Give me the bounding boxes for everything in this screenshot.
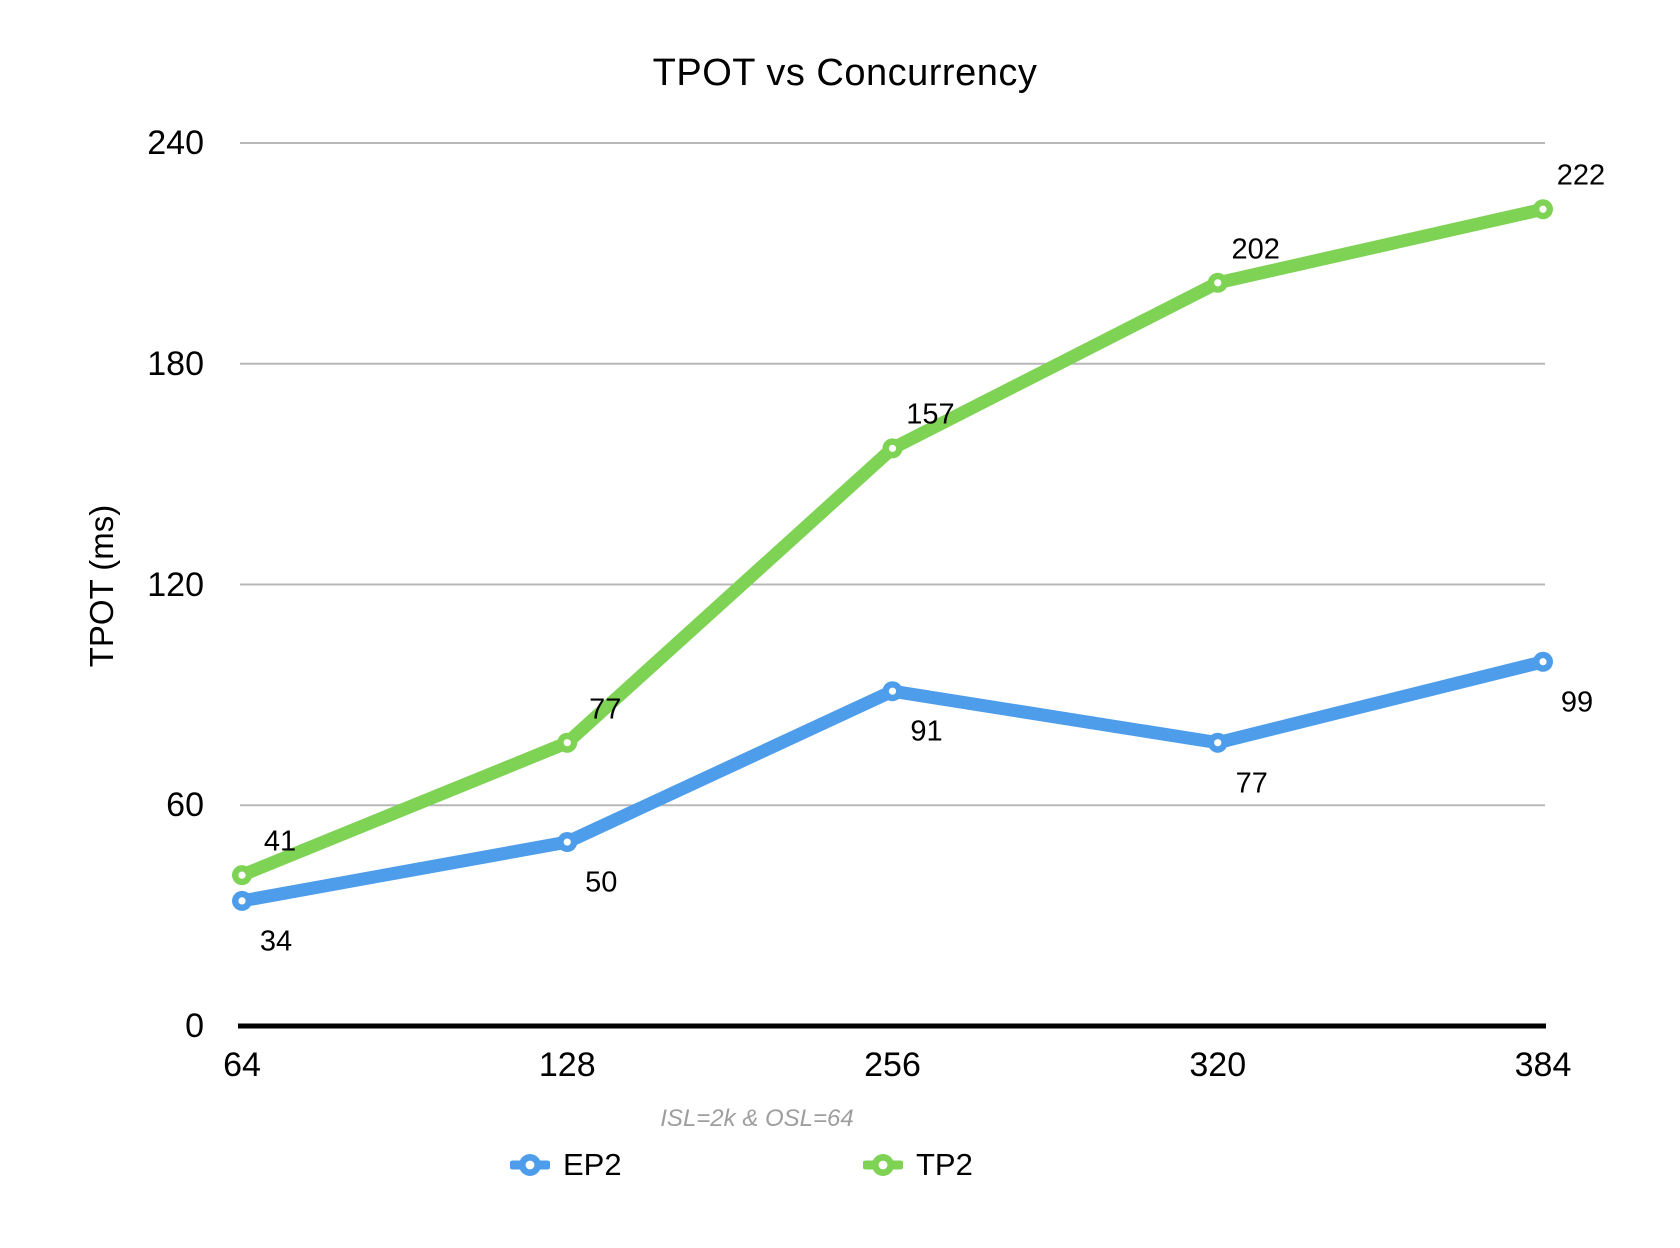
legend-item-ep2: EP2 (510, 1147, 622, 1182)
data-point-marker-center-ep2-0 (238, 897, 246, 905)
data-label-ep2-4: 99 (1560, 686, 1594, 719)
data-point-marker-center-ep2-1 (563, 838, 571, 846)
data-label-ep2-1: 50 (585, 866, 618, 899)
y-tick-label-180: 180 (147, 344, 204, 383)
x-tick-label-256: 256 (864, 1046, 921, 1084)
data-label-tp2-0: 41 (263, 825, 297, 858)
y-tick-label-60: 60 (166, 786, 204, 825)
data-point-marker-center-tp2-1 (563, 739, 571, 747)
data-point-marker-center-tp2-4 (1539, 205, 1547, 213)
data-point-marker-center-ep2-2 (888, 687, 897, 695)
data-point-marker-center-tp2-2 (888, 444, 897, 452)
data-label-tp2-2: 157 (906, 398, 955, 431)
x-tick-label-320: 320 (1189, 1046, 1247, 1084)
data-label-tp2-4: 222 (1556, 159, 1606, 192)
data-label-ep2-2: 91 (910, 715, 943, 748)
data-point-marker-center-tp2-3 (1214, 279, 1222, 287)
series-line-tp2 (235, 202, 1550, 882)
data-point-marker-center-ep2-3 (1214, 739, 1222, 747)
data-label-ep2-3: 77 (1235, 767, 1268, 800)
data-label-tp2-1: 77 (589, 693, 622, 726)
data-label-ep2-0: 34 (259, 925, 293, 958)
legend-item-label-tp2: TP2 (916, 1147, 973, 1182)
x-tick-label-384: 384 (1514, 1046, 1572, 1084)
chart-caption: ISL=2k & OSL=64 (660, 1105, 854, 1132)
legend-item-tp2: TP2 (863, 1147, 973, 1182)
data-point-marker-center-ep2-4 (1539, 658, 1547, 666)
chart-title: TPOT vs Concurrency (652, 52, 1038, 94)
data-label-tp2-3: 202 (1231, 233, 1280, 266)
x-tick-label-128: 128 (538, 1046, 596, 1084)
y-tick-label-240: 240 (147, 124, 204, 162)
legend-marker-icon-tp2 (863, 1154, 903, 1176)
y-tick-label-0: 0 (185, 1007, 204, 1045)
data-point-marker-center-tp2-0 (238, 871, 246, 879)
x-tick-label-64: 64 (223, 1046, 261, 1084)
y-tick-label-120: 120 (147, 565, 204, 604)
legend-marker-icon-ep2 (510, 1154, 550, 1176)
legend-item-label-ep2: EP2 (563, 1147, 622, 1182)
